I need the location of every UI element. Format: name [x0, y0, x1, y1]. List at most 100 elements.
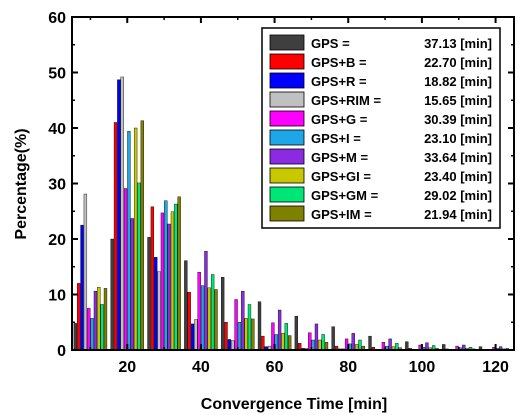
bar	[83, 193, 88, 351]
legend-series-stat: 23.10 [min]	[424, 131, 492, 146]
bar	[221, 277, 225, 351]
bar	[331, 326, 335, 351]
bar	[147, 237, 151, 351]
bar	[90, 318, 94, 351]
legend-series-stat: 23.40 [min]	[424, 169, 492, 184]
legend-series-name: GPS+IM =	[311, 207, 372, 222]
bar	[288, 335, 292, 351]
legend-swatch	[269, 72, 305, 89]
bar	[321, 334, 325, 351]
legend-series-name: GPS+GI =	[311, 169, 371, 184]
y-tick-label: 30	[48, 177, 66, 194]
bar	[234, 299, 238, 351]
bar	[187, 292, 191, 351]
bar	[103, 288, 108, 351]
bar	[170, 211, 175, 351]
axes-layer: 0 10 20 30 40 50 60 20 40 60 80 100 120	[48, 10, 515, 376]
bars-layer	[73, 76, 513, 351]
bar	[324, 342, 329, 351]
bar	[117, 79, 121, 351]
bar	[314, 323, 319, 351]
bar	[164, 200, 168, 351]
legend: GPS = 37.13 [min] GPS+B = 22.70 [min] GPS+R …	[261, 27, 501, 229]
bar	[177, 196, 181, 351]
bar	[284, 323, 288, 351]
legend-series-stat: 33.64 [min]	[424, 150, 492, 165]
bar	[87, 308, 91, 351]
bar	[97, 287, 101, 351]
bar	[140, 120, 144, 351]
bar	[358, 339, 362, 351]
bar	[93, 290, 98, 351]
legend-series-name: GPS =	[311, 36, 350, 51]
bar	[351, 333, 355, 351]
bar	[388, 338, 392, 351]
bar	[80, 224, 84, 351]
bar	[207, 287, 211, 351]
bar	[425, 342, 429, 351]
bar	[405, 341, 409, 351]
bar	[160, 212, 165, 351]
legend-swatch	[269, 186, 305, 203]
x-tick-label: 60	[266, 359, 284, 376]
bar	[150, 206, 155, 351]
legend-series-stat: 18.82 [min]	[424, 74, 492, 89]
bar	[227, 339, 232, 351]
bar	[224, 322, 228, 351]
legend-series-name: GPS+R =	[311, 74, 367, 89]
legend-swatch	[269, 205, 305, 222]
bar	[194, 319, 198, 351]
bar	[244, 318, 248, 351]
legend-swatch	[269, 148, 305, 165]
legend-series-stat: 37.13 [min]	[424, 36, 492, 51]
bar	[281, 333, 285, 351]
bar	[241, 290, 245, 351]
legend-swatch	[269, 167, 305, 184]
bar	[257, 301, 262, 351]
bar	[154, 257, 158, 351]
legend-series-name: GPS+RIM =	[311, 93, 381, 108]
bar	[133, 127, 138, 351]
legend-swatch	[269, 91, 305, 108]
bar	[174, 203, 178, 351]
bar	[210, 274, 215, 351]
bar	[237, 322, 242, 351]
bar	[123, 188, 128, 351]
legend-series-name: GPS+GM =	[311, 188, 379, 203]
bar	[294, 315, 298, 351]
bar	[184, 260, 188, 351]
bar	[137, 182, 141, 351]
bar	[247, 304, 252, 351]
y-tick-label: 20	[48, 232, 66, 249]
legend-swatch	[269, 53, 305, 70]
bar	[261, 335, 265, 351]
bar	[204, 251, 208, 351]
legend-swatch	[269, 129, 305, 146]
legend-series-stat: 22.70 [min]	[424, 55, 492, 70]
bar	[167, 223, 171, 351]
bar	[113, 122, 118, 351]
legend-swatch	[269, 34, 305, 51]
x-tick-label: 20	[118, 359, 136, 376]
legend-series-name: GPS+I =	[311, 131, 361, 146]
bar	[251, 318, 255, 351]
bar	[100, 304, 104, 351]
bar	[73, 323, 77, 351]
y-axis-label: Percentage(%)	[13, 128, 30, 239]
legend-series-stat: 30.39 [min]	[424, 112, 492, 127]
bar	[127, 131, 131, 351]
y-tick-label: 60	[48, 10, 66, 27]
bar	[200, 285, 205, 351]
legend-series-stat: 21.94 [min]	[424, 207, 492, 222]
y-tick-label: 0	[57, 343, 66, 360]
bar	[77, 283, 81, 351]
y-tick-label: 50	[48, 66, 66, 83]
x-tick-label: 40	[192, 359, 210, 376]
legend-series-stat: 29.02 [min]	[424, 188, 492, 203]
x-tick-label: 100	[409, 359, 436, 376]
bar	[120, 76, 124, 351]
x-tick-label: 120	[482, 359, 509, 376]
bar	[197, 272, 201, 351]
y-tick-label: 40	[48, 121, 66, 138]
